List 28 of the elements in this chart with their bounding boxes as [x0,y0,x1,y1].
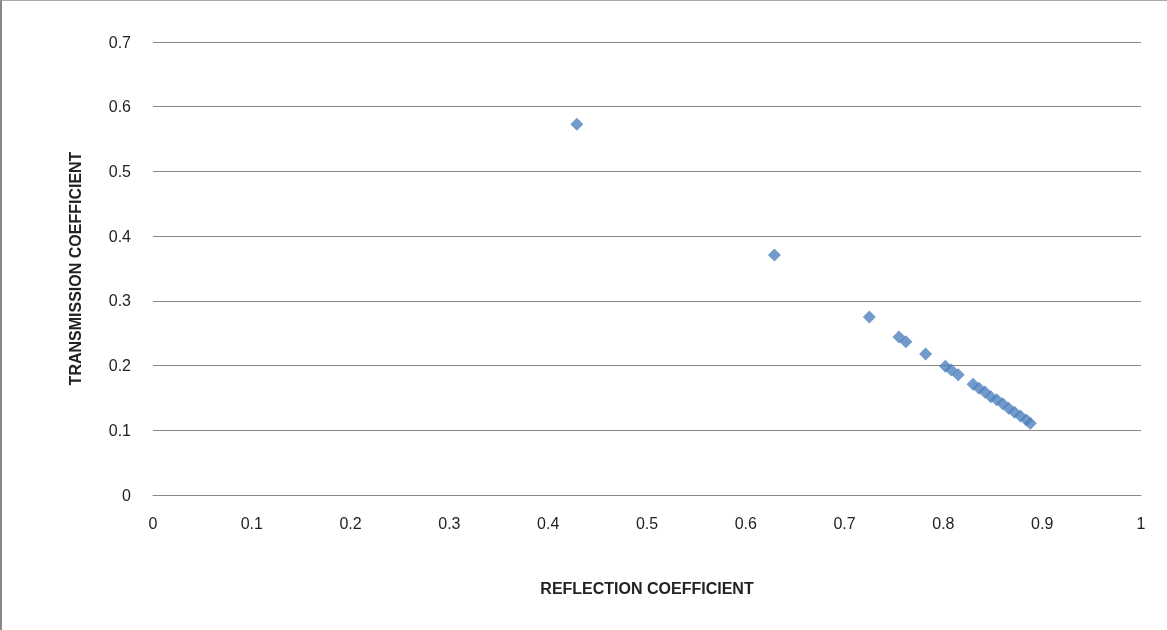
x-tick-label: 0.3 [438,514,461,532]
x-tick-label: 0.6 [734,514,758,532]
x-tick-label: 1 [1136,514,1146,532]
y-tick-label: 0.5 [108,162,132,180]
point [767,248,781,262]
y-tick-label: 0 [122,486,132,504]
x-tick-label: 0.7 [833,514,856,532]
y-tick-label: 0.3 [108,292,132,310]
y-tick-label: 0.2 [108,357,132,375]
x-tick-label: 0 [148,514,158,532]
x-tick-label: 0.1 [240,514,264,532]
point [862,310,876,324]
x-tick-label: 0.9 [1031,514,1054,532]
x-tick-label: 0.2 [339,514,362,532]
x-tick-label: 0.4 [537,514,560,532]
point [1023,416,1037,430]
point [570,117,584,131]
y-tick-label: 0.4 [108,227,132,245]
y-tick-label: 0.7 [108,33,132,51]
point [951,368,965,382]
x-tick-label: 0.5 [635,514,659,532]
x-tick-label: 0.8 [932,514,955,532]
point [919,347,933,361]
x-axis-title: REFLECTION COEFFICIENT [540,579,754,597]
y-axis-title: TRANSMISSION COEFFICIENT [66,151,84,386]
point [899,335,913,349]
y-tick-label: 0.1 [108,421,132,439]
y-tick-label: 0.6 [108,98,132,116]
